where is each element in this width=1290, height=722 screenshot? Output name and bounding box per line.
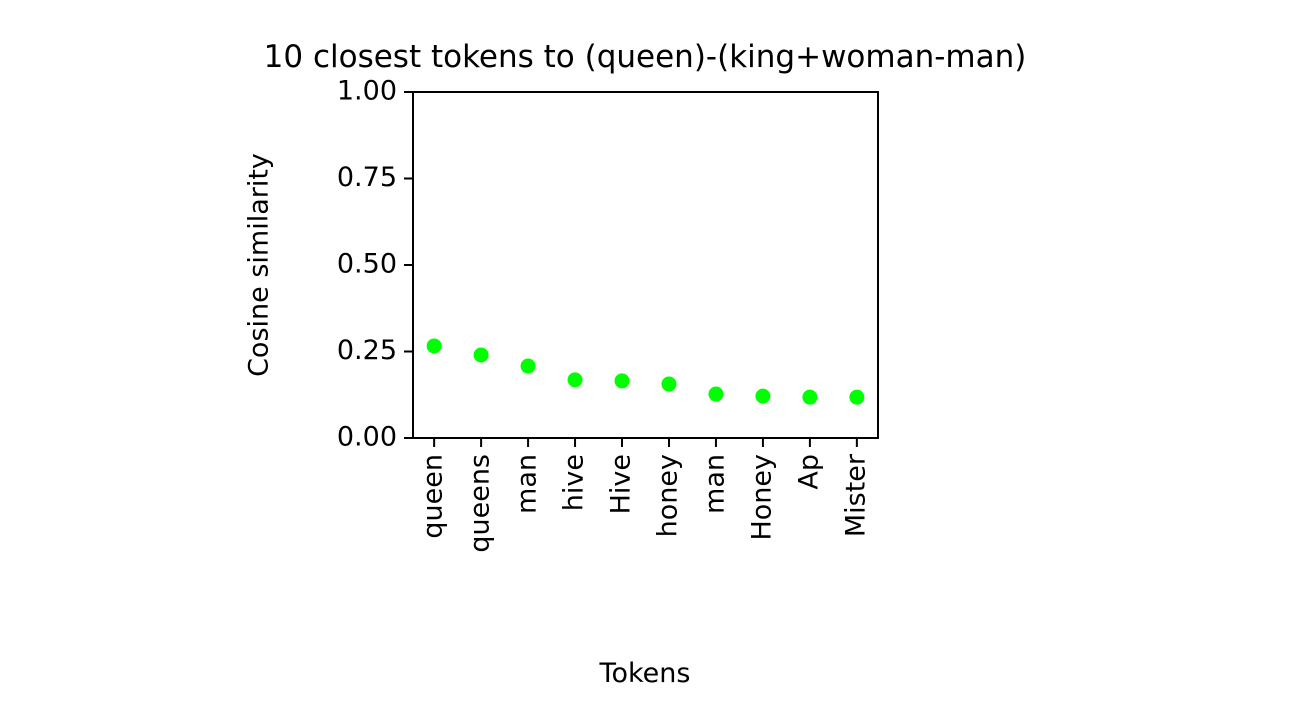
point	[802, 389, 818, 405]
x-tick-label: Mister	[840, 453, 871, 537]
point	[614, 373, 630, 389]
point	[708, 386, 724, 402]
x-tick-label: queens	[465, 454, 496, 553]
y-tick-label: 0.00	[337, 422, 397, 453]
y-axis-label: Cosine similarity	[244, 153, 275, 377]
x-tick-label: Ap	[793, 454, 824, 490]
point	[567, 372, 583, 388]
point	[661, 376, 677, 392]
point	[755, 388, 771, 404]
x-tick-label: queen	[418, 454, 449, 539]
x-axis-label: Tokens	[599, 658, 691, 689]
x-tick-label: honey	[652, 454, 683, 537]
y-tick-label: 0.75	[337, 162, 397, 193]
x-tick-label: hive	[559, 454, 590, 511]
point	[520, 358, 536, 374]
point	[426, 338, 442, 354]
point	[473, 347, 489, 363]
x-tick-label: Hive	[606, 454, 637, 514]
point	[849, 389, 865, 405]
y-tick-label: 1.00	[337, 76, 397, 107]
y-tick-label: 0.50	[337, 249, 397, 280]
chart-title: 10 closest tokens to (queen)-(king+woman…	[264, 39, 1027, 75]
x-tick-label: man	[512, 454, 543, 514]
y-tick-label: 0.25	[337, 335, 397, 366]
x-tick-label: man	[699, 454, 730, 514]
x-tick-label: Honey	[746, 454, 777, 541]
